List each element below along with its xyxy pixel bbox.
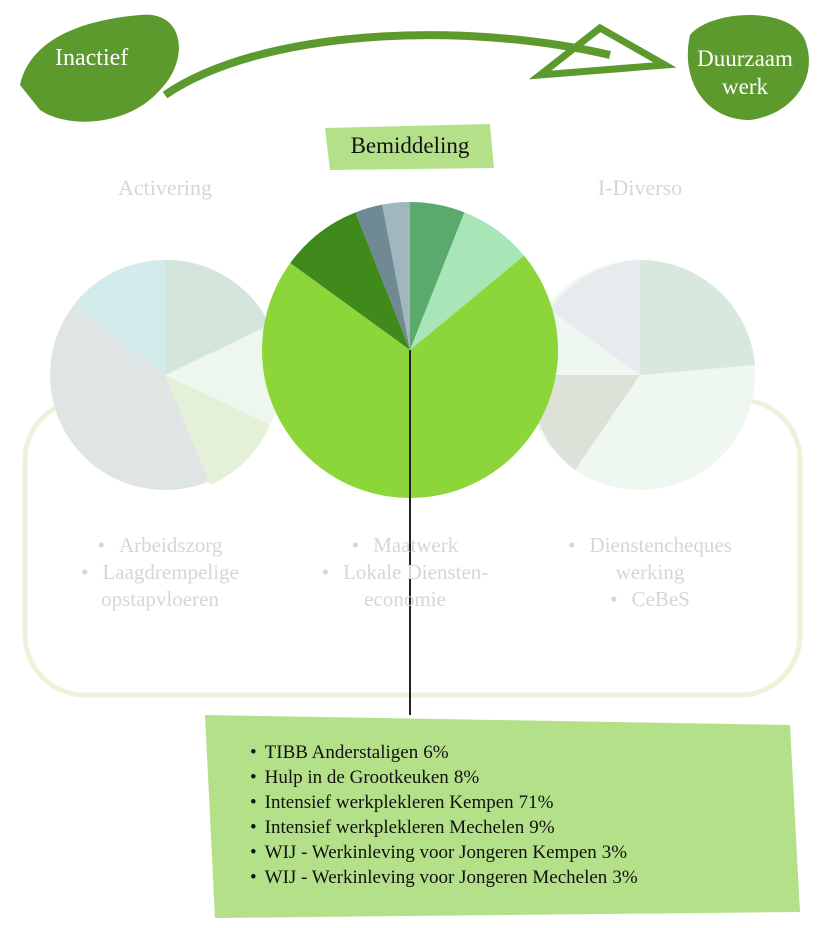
end-label: Duurzaam werk (690, 45, 800, 101)
legend-label: Intensief werkplekleren Mechelen (264, 817, 525, 838)
item: CeBeS (535, 586, 765, 613)
column-title: Activering (117, 175, 213, 200)
faded-slice (550, 260, 640, 375)
column-list: MaatwerkLokale Diensten-economie (285, 532, 525, 613)
legend-value: 6% (423, 742, 449, 763)
legend-entry: WIJ - Werkinleving voor Jongeren Mechele… (250, 865, 790, 890)
legend-label: TIBB Anderstaligen (264, 742, 419, 763)
pie-slice (410, 212, 525, 350)
legend-label: WIJ - Werkinleving voor Jongeren Kempen (264, 842, 597, 863)
faded-slice (165, 375, 270, 485)
end-line: werk (722, 74, 768, 99)
faded-slice (529, 375, 640, 470)
faded-slice (165, 325, 282, 425)
column-title: Bemiddeling (350, 133, 470, 158)
column-list: ArbeidszorgLaagdrempelige opstapvloeren (40, 532, 280, 613)
legend-label: Intensief werkplekleren Kempen (264, 792, 514, 813)
legend-label: Hulp in de Grootkeuken (264, 767, 449, 788)
legend-value: 71% (518, 792, 554, 813)
item: Dienstencheques werking (535, 532, 765, 586)
pie-slice (382, 202, 410, 350)
start-blob (20, 14, 179, 122)
legend-value: 9% (529, 817, 555, 838)
faded-slice (640, 259, 755, 375)
arrow-line (162, 31, 611, 99)
title-highlight (325, 124, 494, 170)
faded-slice (165, 259, 270, 375)
item: Maatwerk (285, 532, 525, 559)
item: Lokale Diensten-economie (285, 559, 525, 613)
legend-value: 3% (601, 842, 628, 863)
arrow-head (528, 23, 677, 80)
faded-slice (75, 260, 165, 375)
end-blob (687, 15, 809, 120)
pie-slice (410, 202, 465, 350)
legend-entry: WIJ - Werkinleving voor Jongeren Kempen3… (250, 840, 790, 865)
end-line: Duurzaam (697, 46, 793, 71)
item: Arbeidszorg (40, 532, 280, 559)
legend-label: WIJ - Werkinleving voor Jongeren Mechele… (264, 867, 608, 888)
legend-value: 3% (612, 867, 638, 888)
legend-value: 8% (453, 767, 480, 788)
column-list: Dienstencheques werkingCeBeS (535, 532, 765, 613)
pie-slice (355, 204, 410, 350)
pie-slice (290, 212, 410, 350)
start-label: Inactief (55, 45, 129, 71)
column-title: I-Diverso (597, 175, 683, 200)
item: Laagdrempelige opstapvloeren (40, 559, 280, 613)
